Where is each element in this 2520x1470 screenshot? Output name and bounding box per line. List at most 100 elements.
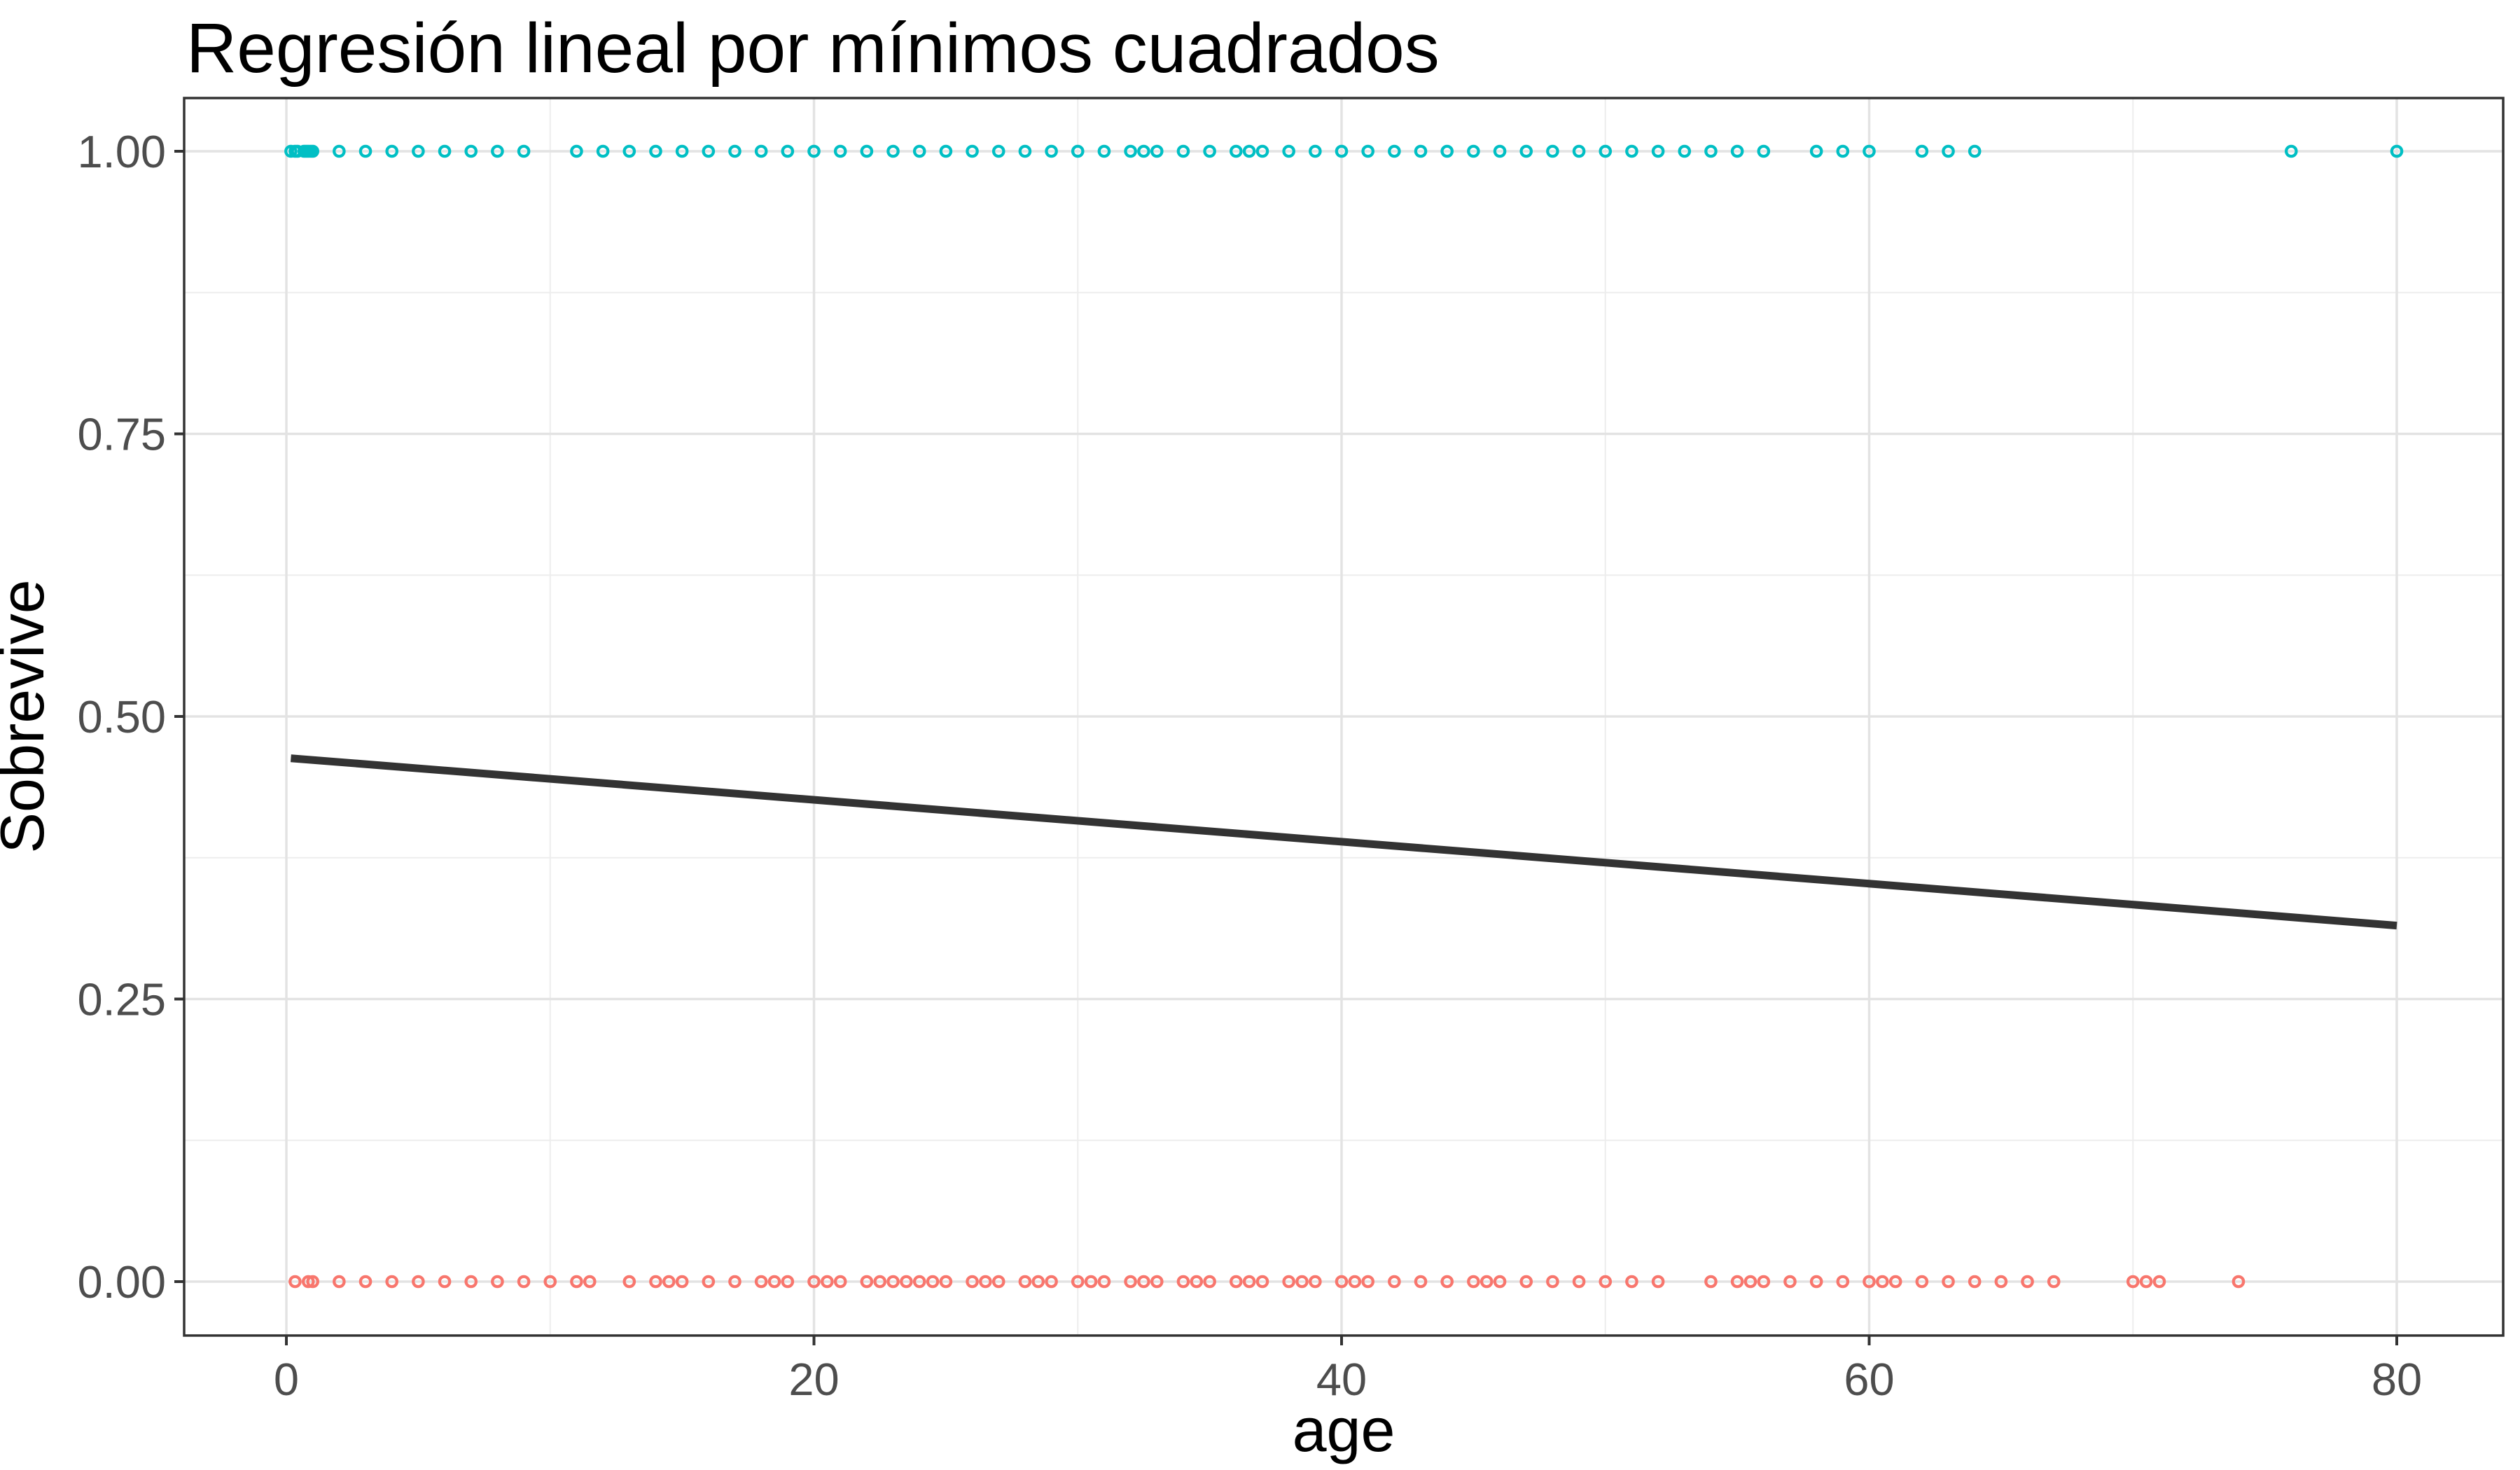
died-point [886, 1275, 900, 1289]
died-point [702, 1275, 716, 1289]
died-point [333, 1275, 346, 1289]
survived-point [860, 144, 874, 158]
survived-points [284, 144, 2404, 158]
survived-point [1915, 144, 1929, 158]
survived-point [1309, 144, 1322, 158]
survived-point [1678, 144, 1692, 158]
x-tick-labels: 0 20 40 60 80 [274, 1354, 2422, 1405]
died-point [1137, 1275, 1150, 1289]
y-tick-label: 0.50 [77, 691, 166, 742]
survived-point [385, 144, 398, 158]
survived-point [807, 144, 821, 158]
died-point [1203, 1275, 1216, 1289]
x-tick-label: 60 [1844, 1354, 1894, 1405]
x-tick-label: 40 [1316, 1354, 1367, 1405]
survived-point [1493, 144, 1507, 158]
survived-point [1414, 144, 1428, 158]
died-point [1440, 1275, 1454, 1289]
died-point [1230, 1275, 1243, 1289]
died-point [926, 1275, 940, 1289]
plot-title: Regresión lineal por mínimos cuadrados [186, 9, 1440, 88]
survived-point [1176, 144, 1190, 158]
survived-point [1809, 144, 1823, 158]
died-point [991, 1275, 1005, 1289]
died-point [412, 1275, 425, 1289]
survived-point [1863, 144, 1876, 158]
survived-point [1282, 144, 1295, 158]
died-point [900, 1275, 913, 1289]
y-axis-title: Sobrevive [0, 579, 57, 853]
died-point [767, 1275, 781, 1289]
died-points [288, 1275, 2246, 1289]
died-point [1045, 1275, 1058, 1289]
y-tick-label: 0.75 [77, 408, 166, 459]
died-point [2126, 1275, 2140, 1289]
died-point [517, 1275, 531, 1289]
died-point [570, 1275, 583, 1289]
died-point [1783, 1275, 1797, 1289]
died-point [1915, 1275, 1929, 1289]
survived-point [1942, 144, 1955, 158]
x-axis-title: age [1293, 1395, 1395, 1464]
died-point [1651, 1275, 1665, 1289]
died-point [583, 1275, 597, 1289]
survived-point [570, 144, 583, 158]
survived-point [1651, 144, 1665, 158]
died-point [622, 1275, 636, 1289]
died-point [1994, 1275, 2008, 1289]
survived-point [284, 144, 298, 158]
y-tick-label: 1.00 [77, 126, 166, 177]
died-point [1836, 1275, 1850, 1289]
died-point [1097, 1275, 1111, 1289]
survived-point [912, 144, 926, 158]
regression-line [290, 754, 2397, 930]
survived-point [517, 144, 531, 158]
died-point [1348, 1275, 1362, 1289]
died-point [1018, 1275, 1032, 1289]
died-point [1546, 1275, 1559, 1289]
survived-point [306, 144, 319, 158]
died-point [1467, 1275, 1480, 1289]
died-point [1124, 1275, 1137, 1289]
died-point [1255, 1275, 1269, 1289]
survived-point [1242, 144, 1256, 158]
died-point [860, 1275, 874, 1289]
died-point [1730, 1275, 1744, 1289]
x-tick-label: 20 [788, 1354, 839, 1405]
died-point [1876, 1275, 1889, 1289]
survived-point [2390, 144, 2404, 158]
survived-point [622, 144, 636, 158]
survived-point [1097, 144, 1111, 158]
died-point [1361, 1275, 1374, 1289]
survived-point [754, 144, 768, 158]
survived-point [1546, 144, 1559, 158]
died-point [1704, 1275, 1718, 1289]
survived-point [1836, 144, 1850, 158]
died-point [912, 1275, 926, 1289]
survived-point [1599, 144, 1613, 158]
died-point [438, 1275, 452, 1289]
grid-minor [184, 98, 2503, 1336]
died-point [385, 1275, 398, 1289]
y-tick-labels: 0.00 0.25 0.50 0.75 1.00 [77, 126, 166, 1308]
survived-point [939, 144, 953, 158]
survived-point [438, 144, 452, 158]
died-point [1888, 1275, 1902, 1289]
died-point [1414, 1275, 1428, 1289]
died-point [754, 1275, 768, 1289]
died-point [2047, 1275, 2061, 1289]
died-point [1968, 1275, 1982, 1289]
survived-point [886, 144, 900, 158]
survived-point [1440, 144, 1454, 158]
survived-point [1255, 144, 1269, 158]
died-point [939, 1275, 953, 1289]
died-point [358, 1275, 373, 1289]
y-axis-ticks [174, 150, 184, 1283]
survived-point [1071, 144, 1085, 158]
died-point [1150, 1275, 1164, 1289]
died-point [873, 1275, 886, 1289]
died-point [821, 1275, 834, 1289]
died-point [1190, 1275, 1204, 1289]
x-tick-label: 80 [2372, 1354, 2422, 1405]
